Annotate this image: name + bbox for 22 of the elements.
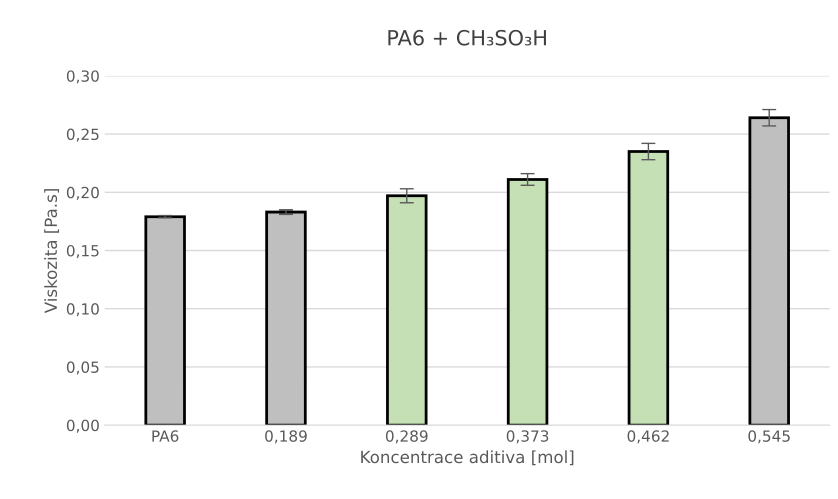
y-tick-label: 0,15 xyxy=(66,244,99,258)
chart-title: PA6 + CH₃SO₃H xyxy=(388,30,546,46)
y-tick-label: 0,30 xyxy=(66,70,99,84)
y-tick-label: 0,25 xyxy=(66,128,99,142)
x-axis-title: Koncentrace aditiva [mol] xyxy=(361,450,574,466)
x-tick-label: PA6 xyxy=(152,430,178,442)
bar xyxy=(265,210,307,426)
y-axis-title: Viskozita [Pa.s] xyxy=(44,189,60,314)
y-tick-label: 0,05 xyxy=(66,361,99,375)
bar xyxy=(748,116,790,426)
x-tick-label: 0,373 xyxy=(506,430,548,444)
x-tick-label: 0,462 xyxy=(628,430,669,444)
y-tick-label: 0,20 xyxy=(66,186,99,200)
x-tick-label: 0,189 xyxy=(265,430,307,444)
x-tick-label: 0,289 xyxy=(386,430,428,444)
bar xyxy=(628,150,670,426)
y-tick-label: 0,00 xyxy=(66,420,99,433)
y-tick-label: 0,10 xyxy=(66,303,99,316)
bar xyxy=(144,215,186,426)
bar xyxy=(386,194,428,426)
x-tick-label: 0,545 xyxy=(748,430,790,444)
bar xyxy=(506,178,548,426)
